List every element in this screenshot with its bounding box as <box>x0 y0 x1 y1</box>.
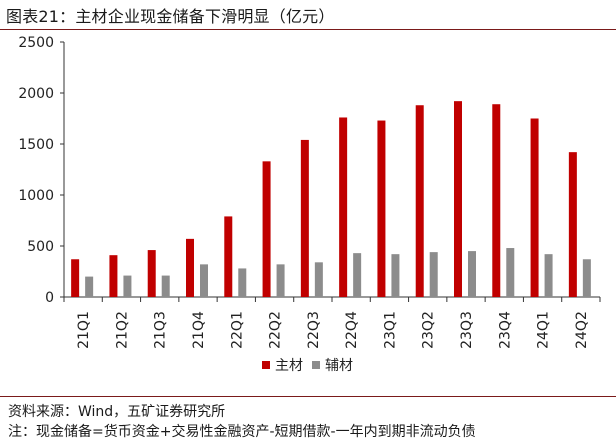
x-tick-label: 23Q2 <box>421 311 437 349</box>
x-tick-label: 21Q3 <box>153 311 169 349</box>
y-tick-label: 2500 <box>18 35 54 51</box>
aux-material-bar-21Q4 <box>200 264 208 297</box>
main-material-bar-22Q3 <box>300 139 309 297</box>
x-tick-label: 24Q2 <box>574 311 590 349</box>
y-tick-label: 2000 <box>18 86 54 102</box>
title-divider <box>0 29 616 30</box>
x-tick-label: 22Q3 <box>306 311 322 349</box>
aux-material-bar-24Q2 <box>582 259 591 297</box>
footer-divider <box>0 396 616 397</box>
main-material-bar-22Q1 <box>224 216 233 297</box>
main-material-bar-23Q2 <box>415 105 424 298</box>
aux-material-bar-22Q1 <box>238 268 247 297</box>
main-material-bar-24Q1 <box>530 118 539 297</box>
main-material-bar-23Q4 <box>492 104 501 297</box>
aux-material-bar-23Q4 <box>506 248 515 297</box>
x-tick-label: 22Q4 <box>344 311 360 349</box>
aux-material-bar-21Q1 <box>85 276 94 297</box>
main-material-bar-21Q3 <box>147 250 156 297</box>
legend: 主材 辅材 <box>262 358 353 374</box>
y-tick-label: 500 <box>27 239 54 255</box>
bars <box>71 101 591 298</box>
main-material-bar-24Q2 <box>568 152 577 297</box>
x-tick-label: 21Q4 <box>191 311 207 349</box>
x-tick-label: 21Q2 <box>114 311 130 349</box>
definition-note: 注：现金储备=货币资金+交易性金融资产-短期借款-一年内到期非流动负债 <box>8 424 476 440</box>
bar-chart: 0 500 1000 1500 2000 2500 21Q1 21Q2 21Q3 21Q4 22Q… <box>18 35 601 374</box>
legend-label: 主材 <box>275 358 303 374</box>
x-tick-label: 21Q1 <box>76 311 92 349</box>
legend-swatch <box>312 361 320 369</box>
main-material-bar-22Q2 <box>262 161 271 297</box>
y-tick-label: 1500 <box>18 137 54 153</box>
main-material-bar-23Q3 <box>454 101 462 297</box>
x-tick-label: 24Q1 <box>536 311 552 349</box>
chart-title: 图表21：主材企业现金储备下滑明显（亿元） <box>6 7 335 26</box>
x-tick-label: 23Q4 <box>497 311 513 349</box>
legend-label: 辅材 <box>325 358 353 374</box>
x-axis: 21Q1 21Q2 21Q3 21Q4 22Q1 22Q2 22Q3 22Q4 23Q1 23Q2… <box>63 296 601 349</box>
x-tick-label: 22Q2 <box>268 311 284 349</box>
aux-material-bar-22Q3 <box>314 262 323 297</box>
aux-material-bar-22Q4 <box>353 253 362 297</box>
main-material-bar-23Q1 <box>377 120 386 297</box>
main-material-bar-21Q4 <box>186 238 194 297</box>
y-tick-label: 0 <box>45 290 54 306</box>
aux-material-bar-24Q1 <box>544 254 553 297</box>
y-axis: 0 500 1000 1500 2000 2500 <box>18 35 65 306</box>
legend-swatch <box>262 361 270 369</box>
x-tick-label: 22Q1 <box>229 311 245 349</box>
x-tick-label: 23Q3 <box>459 311 475 349</box>
main-material-bar-21Q1 <box>71 259 80 297</box>
aux-material-bar-23Q1 <box>391 254 400 297</box>
main-material-bar-21Q2 <box>109 255 118 297</box>
aux-material-bar-23Q2 <box>429 252 438 297</box>
x-tick-label: 23Q1 <box>382 311 398 349</box>
y-tick-label: 1000 <box>18 188 54 204</box>
aux-material-bar-22Q2 <box>276 264 285 297</box>
main-material-bar-22Q4 <box>339 117 348 297</box>
aux-material-bar-21Q2 <box>123 275 132 297</box>
aux-material-bar-23Q3 <box>468 251 476 297</box>
aux-material-bar-21Q3 <box>161 275 170 297</box>
source-note: 资料来源：Wind，五矿证券研究所 <box>8 404 226 420</box>
